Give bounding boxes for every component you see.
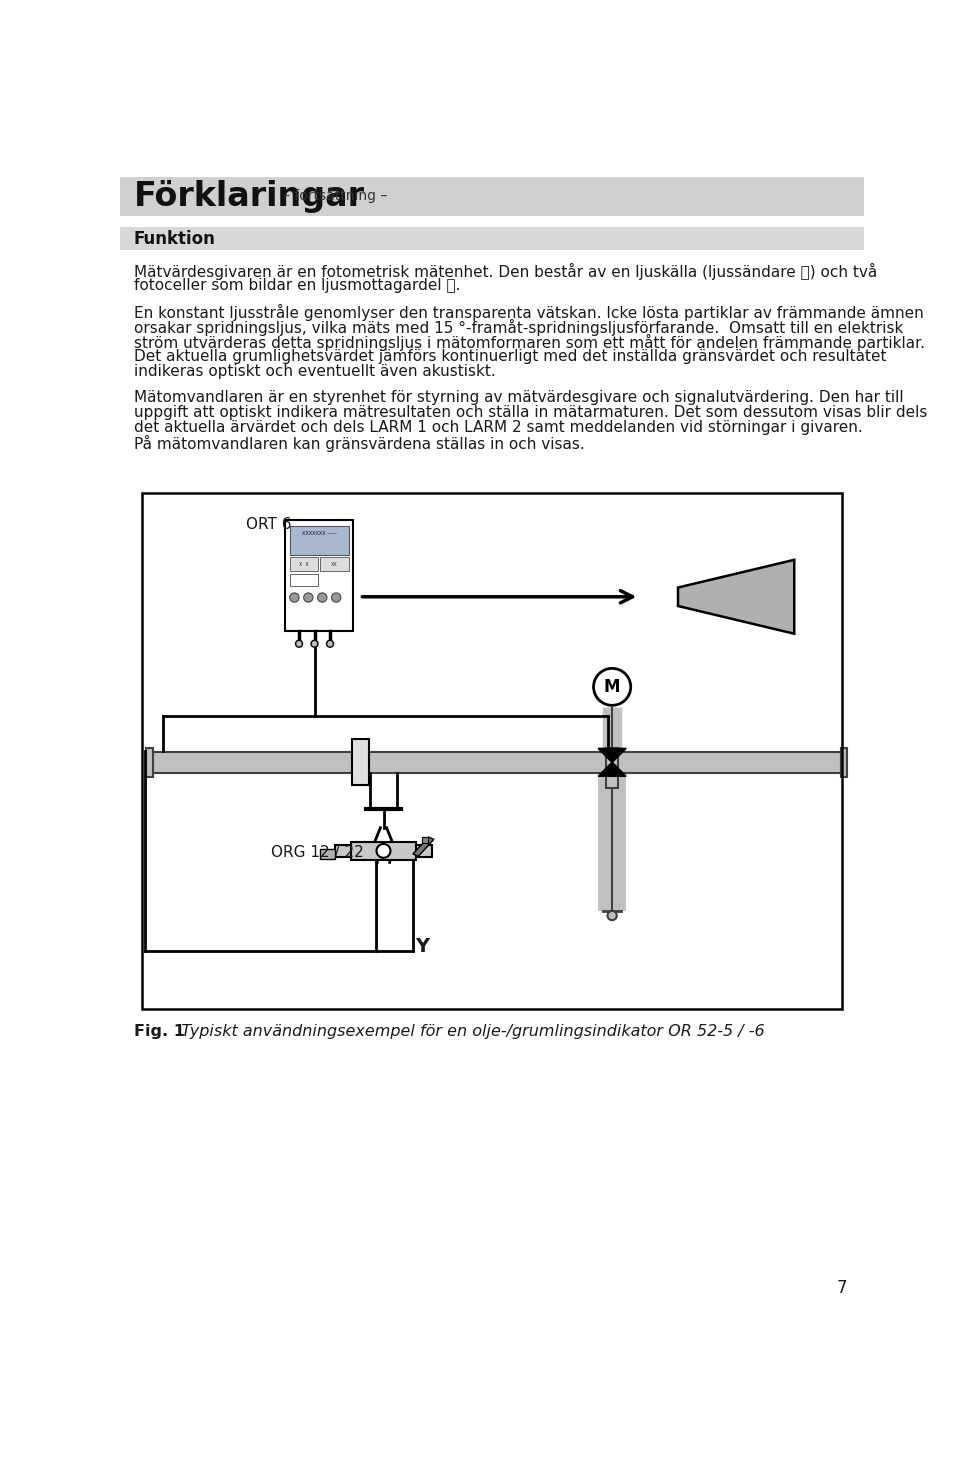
Text: XX: XX [331, 562, 338, 567]
Text: En konstant ljusstråle genomlyser den transparenta vätskan. Icke lösta partiklar: En konstant ljusstråle genomlyser den tr… [134, 304, 924, 322]
Bar [351, 739, 369, 785]
Bar [153, 751, 841, 773]
Text: indikeras optiskt och eventuellt även akustiskt.: indikeras optiskt och eventuellt även ak… [134, 365, 495, 379]
Text: XXXXXXX ——: XXXXXXX —— [301, 531, 337, 536]
Text: Typiskt användningsexempel för en olje-/grumlingsindikator OR 52-5 / -6: Typiskt användningsexempel för en olje-/… [166, 1024, 765, 1039]
Circle shape [326, 641, 333, 646]
Circle shape [318, 593, 327, 602]
Text: ström utvärderas detta spridningsljus i mätomformaren som ett mått för andelen f: ström utvärderas detta spridningsljus i … [134, 334, 924, 351]
Bar [320, 849, 335, 859]
Bar [290, 574, 319, 586]
Polygon shape [598, 762, 626, 776]
Text: På mätomvandlaren kan gränsvärdena ställas in och visas.: På mätomvandlaren kan gränsvärdena ställ… [134, 435, 585, 452]
Text: ORG 12 / 22: ORG 12 / 22 [271, 844, 364, 861]
Bar [606, 748, 618, 788]
Text: Y: Y [416, 937, 429, 955]
Text: Mätomvandlaren är en styrenhet för styrning av mätvärdesgivare och signalutvärde: Mätomvandlaren är en styrenhet för styrn… [134, 390, 903, 404]
Bar [120, 227, 864, 251]
Text: Fig. 1: Fig. 1 [134, 1024, 185, 1039]
Text: det aktuella ärvärdet och dels LARM 1 och LARM 2 samt meddelanden vid störningar: det aktuella ärvärdet och dels LARM 1 oc… [134, 421, 863, 435]
Circle shape [311, 641, 318, 646]
Text: orsakar spridningsljus, vilka mäts med 15 °-framåt-spridningsljusförfarande.  Om: orsakar spridningsljus, vilka mäts med 1… [134, 319, 903, 337]
Text: X  X: X X [300, 562, 309, 567]
Circle shape [608, 911, 616, 920]
Bar [422, 837, 428, 843]
Circle shape [303, 593, 313, 602]
Bar [320, 558, 348, 571]
Circle shape [290, 593, 299, 602]
Text: Funktion: Funktion [134, 230, 216, 248]
Text: Mätvärdesgivaren är en fotometrisk mätenhet. Den består av en ljuskälla (ljussän: Mätvärdesgivaren är en fotometrisk mäten… [134, 263, 877, 280]
Circle shape [296, 641, 302, 646]
Circle shape [593, 669, 631, 706]
Text: Förklaringar: Förklaringar [134, 180, 365, 213]
Text: 7: 7 [836, 1280, 847, 1297]
Circle shape [331, 593, 341, 602]
Text: ORT 6: ORT 6 [247, 517, 292, 531]
Bar [146, 748, 153, 776]
Bar [120, 177, 864, 215]
Polygon shape [413, 837, 434, 856]
Bar [335, 844, 351, 858]
Text: fotoceller som bildar en ljusmottagardel ⓓ.: fotoceller som bildar en ljusmottagardel… [134, 279, 461, 294]
Polygon shape [598, 748, 626, 762]
Text: – fortsättning –: – fortsättning – [283, 189, 387, 204]
Bar [142, 493, 842, 1008]
Bar [351, 841, 416, 861]
Bar [416, 844, 432, 858]
Text: Det aktuella grumlighetsvärdet jämförs kontinuerligt med det inställda gränsvärd: Det aktuella grumlighetsvärdet jämförs k… [134, 350, 886, 365]
Circle shape [376, 844, 391, 858]
Polygon shape [678, 559, 794, 633]
Bar [290, 525, 348, 555]
Bar [290, 558, 319, 571]
Text: M: M [604, 677, 620, 695]
Text: uppgift att optiskt indikera mätresultaten och ställa in mätarmaturen. Det som d: uppgift att optiskt indikera mätresultat… [134, 404, 927, 421]
Bar [285, 520, 353, 632]
Bar [841, 748, 847, 776]
